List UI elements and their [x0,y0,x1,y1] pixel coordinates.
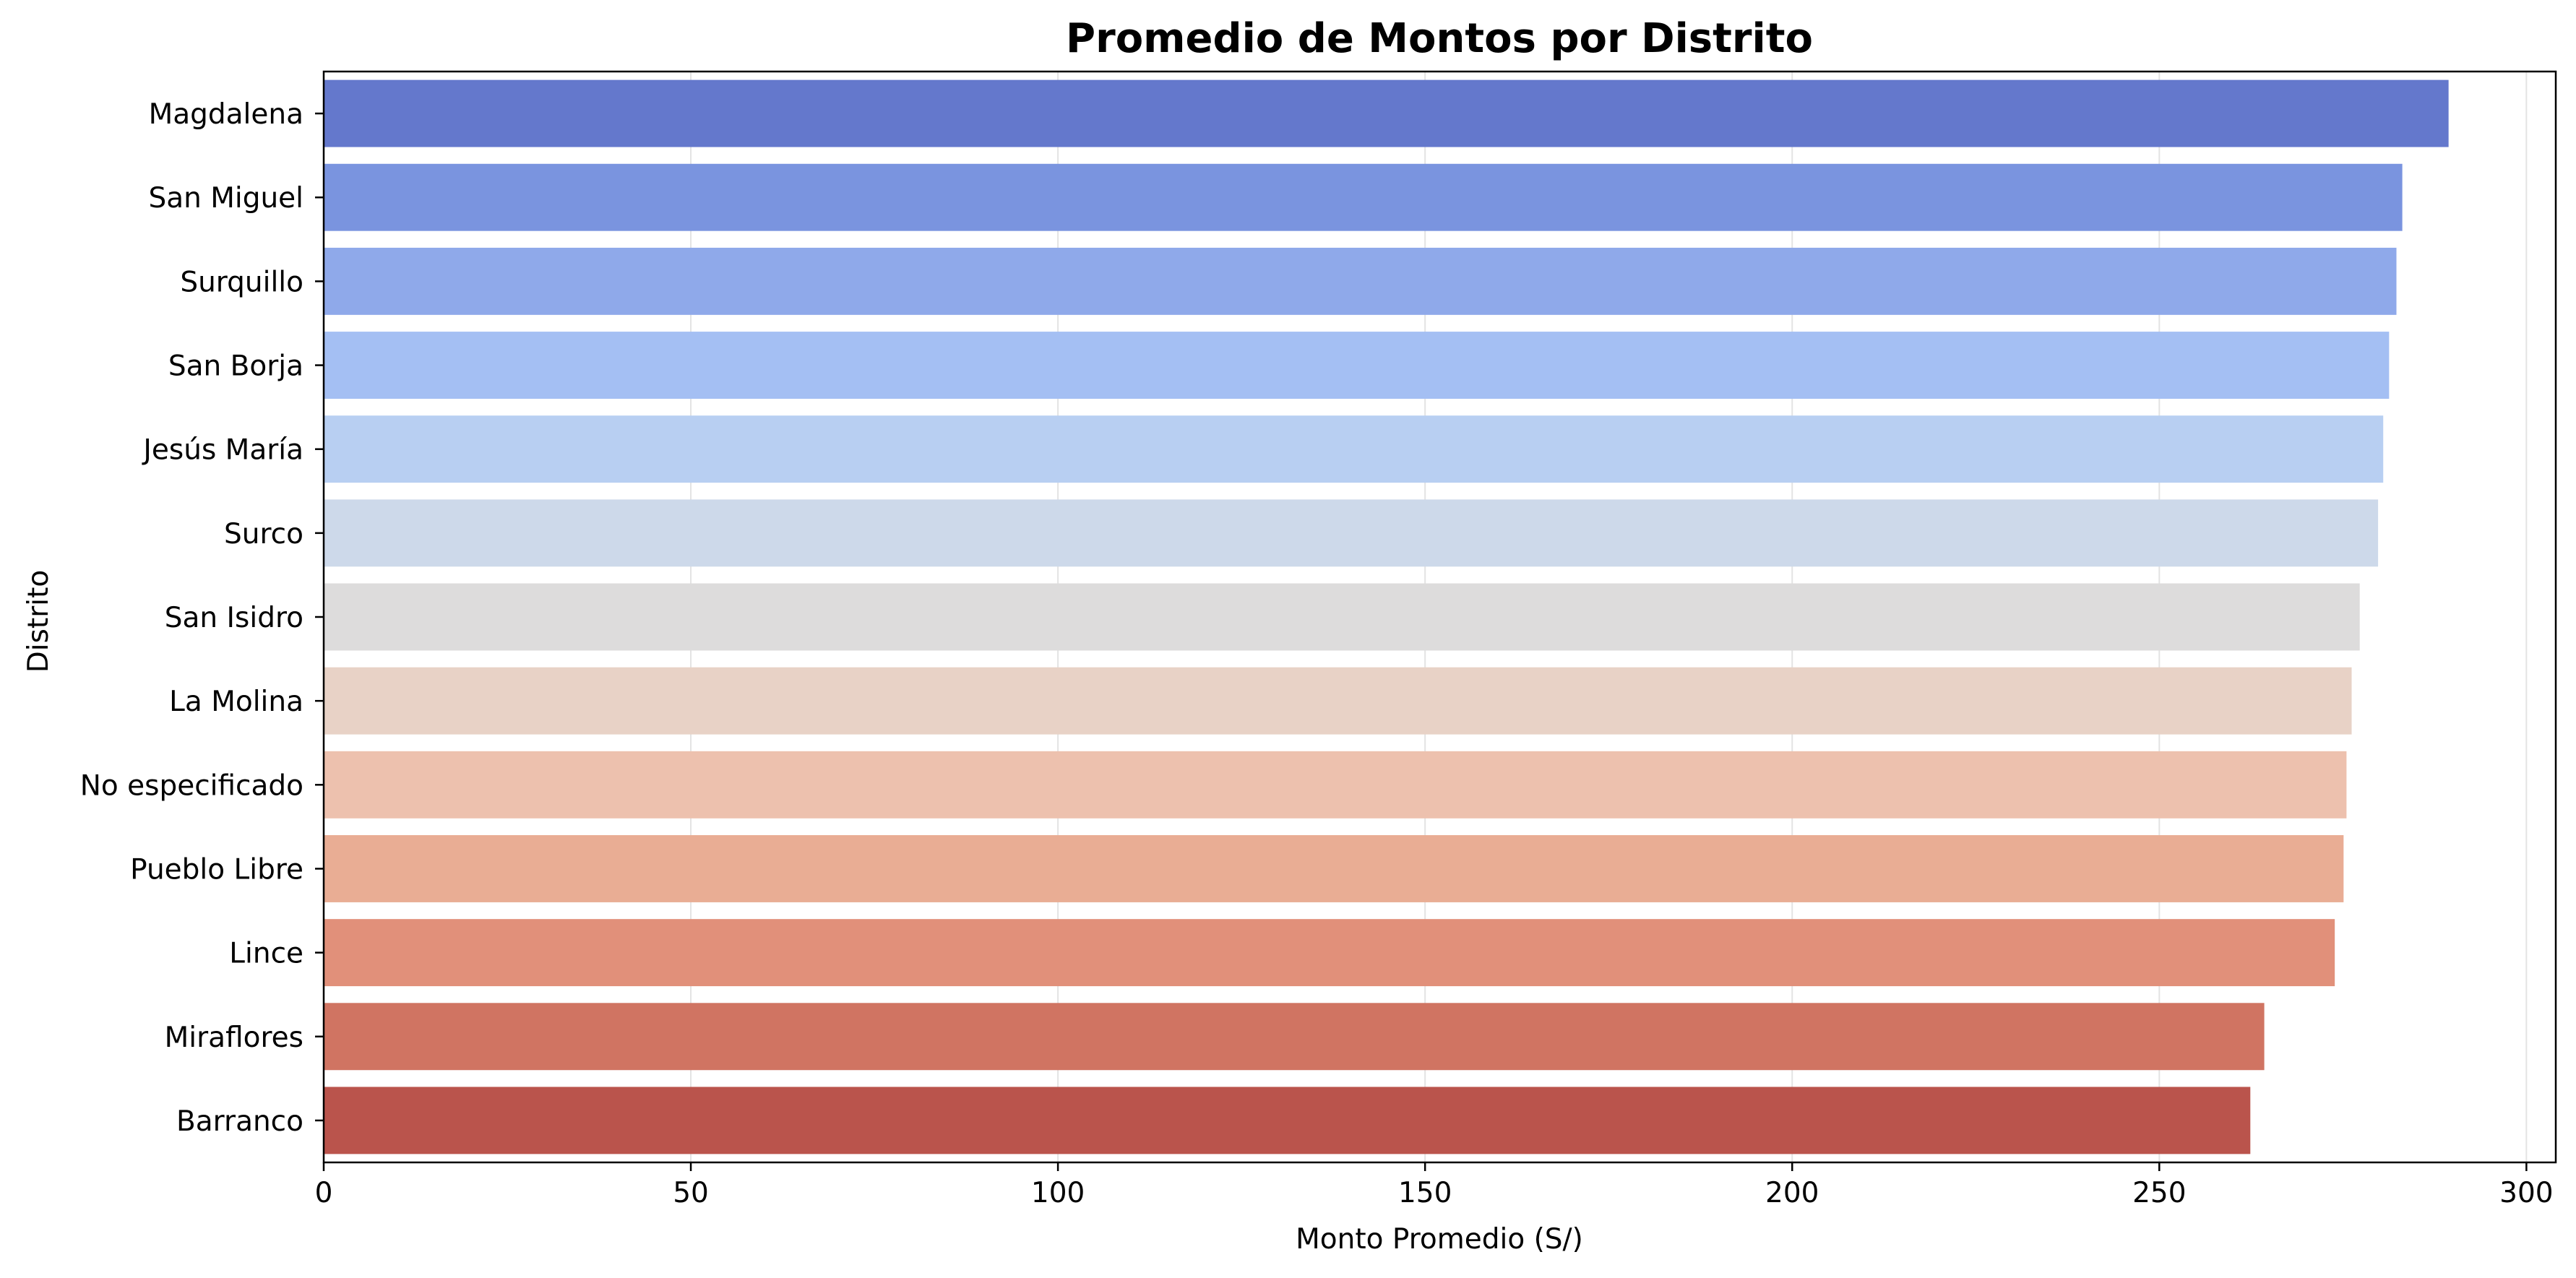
y-tick-label-2: Surquillo [180,266,303,298]
chart-title: Promedio de Montos por Distrito [1066,15,1813,62]
x-tick-label-2: 100 [1031,1177,1085,1209]
bar-6 [324,583,2360,651]
y-tick-label-11: Miraflores [165,1022,303,1054]
y-tick-label-10: Lince [229,938,303,970]
y-tick-label-6: San Isidro [165,602,303,634]
y-tick-label-4: Jesús María [141,434,303,467]
bar-4 [324,415,2384,483]
x-tick-label-0: 0 [315,1177,333,1209]
y-tick-label-9: Pueblo Libre [130,853,303,886]
x-axis-label: Monto Promedio (S/) [1296,1223,1583,1256]
bar-8 [324,751,2347,819]
bar-7 [324,667,2352,735]
bar-11 [324,1003,2265,1071]
x-tick-label-1: 50 [673,1177,709,1209]
bar-9 [324,835,2344,902]
y-tick-label-3: San Borja [168,350,303,383]
y-tick-label-7: La Molina [169,686,303,718]
x-tick-label-3: 150 [1398,1177,1452,1209]
y-axis-ticks: Magdalena San Miguel Surquillo San Borja Jes… [80,98,324,1138]
bar-1 [324,163,2403,231]
bar-3 [324,332,2390,399]
bars [324,79,2449,1154]
bar-12 [324,1087,2251,1154]
bar-10 [324,919,2335,987]
bar-5 [324,499,2379,567]
x-axis-ticks: 0 50 100 150 200 250 300 [315,1162,2554,1209]
bar-0 [324,79,2449,147]
y-tick-label-1: San Miguel [148,182,303,215]
y-tick-label-8: No especificado [80,769,303,802]
x-tick-label-6: 300 [2499,1177,2553,1209]
y-tick-label-5: Surco [224,518,303,551]
y-tick-label-0: Magdalena [149,98,303,131]
x-tick-label-5: 250 [2132,1177,2186,1209]
bar-2 [324,247,2397,315]
y-axis-label: Distrito [22,570,55,673]
x-tick-label-4: 200 [1765,1177,1819,1209]
y-tick-label-12: Barranco [176,1105,303,1138]
